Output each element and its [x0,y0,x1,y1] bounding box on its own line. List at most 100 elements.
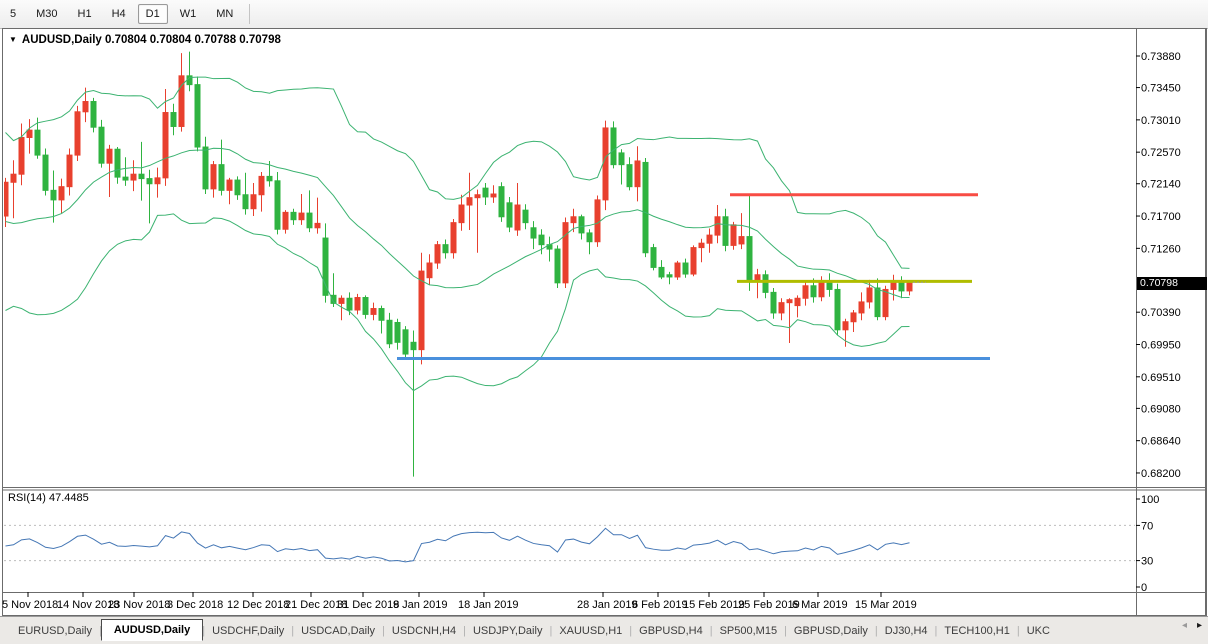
price-axis-label: 0.73450 [1141,83,1181,95]
candle-bull [450,222,457,254]
price-axis-label: 0.73880 [1141,51,1181,63]
tab-tech100-h1[interactable]: TECH100,H1 [944,624,1010,637]
candle-bear [290,211,297,221]
date-label: 3 Dec 2018 [167,599,223,611]
candle-bull [882,288,889,318]
tab-ukc[interactable]: UKC [1026,624,1050,637]
tab-separator: | [549,624,553,637]
price-axis-label: 0.73010 [1141,115,1181,127]
candle-bull [418,270,425,351]
tabs-scroll-left-icon[interactable]: ◂ [1181,620,1187,631]
bollinger-lower-band [5,213,910,392]
candle-bull [154,177,161,185]
candle-bull [298,212,305,221]
candle-bear [746,236,753,281]
candle-bull [754,274,761,281]
candle-bull [778,302,785,314]
timeframe-button-H4[interactable]: H4 [111,8,126,20]
candle-bear [610,127,617,166]
candle-bull [866,287,873,303]
candle-bear [506,202,513,228]
candle-bull [250,194,257,210]
candle-bear [682,262,689,275]
price-axis-label: 0.68200 [1141,468,1181,480]
candle-bear [266,175,273,182]
date-label: 14 Nov 2018 [57,599,119,611]
candle-bull [58,186,65,201]
candle-bull [106,148,113,164]
candle-bear [762,274,769,293]
candle-bear [482,187,489,198]
current-price-label: 0.70798 [1137,277,1207,290]
candle-bull [18,136,25,175]
candle-bear [586,232,593,243]
price-axis-label: 0.72140 [1141,179,1181,191]
timeframe-button-MN[interactable]: MN [216,8,234,20]
date-label: 6 Feb 2019 [632,599,688,611]
candle-bull [4,181,9,217]
candle-bull [730,224,737,246]
tab-gbpusd-h4[interactable]: GBPUSD,H4 [639,624,703,637]
candle-bull [674,262,681,278]
tab-usdcnh-h4[interactable]: USDCNH,H4 [391,624,457,637]
candle-bear [770,291,777,314]
candle-bull [354,297,361,311]
candle-bull [282,211,289,230]
tab-separator: | [874,624,878,637]
tab-gbpusd-daily[interactable]: GBPUSD,Daily [793,624,868,637]
candle-bear [658,266,665,278]
candle-bull [514,204,521,231]
toolbar-separator [249,4,251,24]
tab-usdjpy-daily[interactable]: USDJPY,Daily [472,624,543,637]
date-label: 9 Jan 2019 [393,599,447,611]
candle-bear [402,329,409,355]
bollinger-upper-band [5,76,910,269]
price-axis-label: 0.71700 [1141,211,1181,223]
candle-bull [458,204,465,224]
price-axis-label: 0.72570 [1141,147,1181,159]
chart-canvas[interactable]: 0.73880 0.73450 0.73010 0.72570 0.72140 0.717… [0,0,1208,616]
timeframe-button-5[interactable]: 5 [10,8,17,20]
candle-bull [434,244,441,264]
tab-sp500-m15[interactable]: SP500,M15 [719,624,778,637]
timeframe-button-M30[interactable]: M30 [36,8,58,20]
candle-bull [906,281,913,292]
tab-separator: | [382,624,385,637]
candle-bear [898,281,905,292]
tab-dj30-h4[interactable]: DJ30,H4 [884,624,928,637]
tabs-scroll-right-icon[interactable]: ▸ [1196,620,1202,631]
timeframe-button-D1[interactable]: D1 [137,4,168,24]
tab-usdchf-daily[interactable]: USDCHF,Daily [212,624,285,637]
tab-xauusd-h1[interactable]: XAUUSD,H1 [559,624,623,637]
candle-bull [738,236,745,245]
candle-bull [794,297,801,307]
tab-audusd-daily[interactable]: AUDUSD,Daily [100,618,204,641]
price-axis-label: 0.70390 [1141,307,1181,319]
candle-bull [210,164,217,190]
candle-bear [554,248,561,284]
candle-bear [538,234,545,246]
chevron-down-icon[interactable]: ▼ [9,35,17,44]
candle-bear [218,164,225,191]
rsi-axis-label: 0 [1141,582,1147,594]
tab-separator: | [629,624,633,637]
candle-bear [834,288,841,331]
candle-bull [602,127,609,201]
tab-separator: | [1016,624,1020,637]
timeframe-button-H1[interactable]: H1 [77,8,92,20]
tab-usdcad-daily[interactable]: USDCAD,Daily [301,624,376,637]
candle-bear [522,209,529,224]
candle-bear [90,101,97,128]
tab-eurusd-daily[interactable]: EURUSD,Daily [18,624,92,637]
rsi-indicator-label: RSI(14) 47.4485 [8,492,89,504]
candle-bull [706,234,713,244]
candle-bear [378,308,385,321]
candle-bear [122,176,129,181]
date-label: 23 Nov 2018 [108,599,170,611]
price-axis-label: 0.71260 [1141,243,1181,255]
candle-bull [858,301,865,314]
candle-bear [650,247,657,268]
date-label: 6 Mar 2019 [792,599,848,611]
timeframe-button-W1[interactable]: W1 [179,8,197,20]
candle-bull [714,216,721,236]
